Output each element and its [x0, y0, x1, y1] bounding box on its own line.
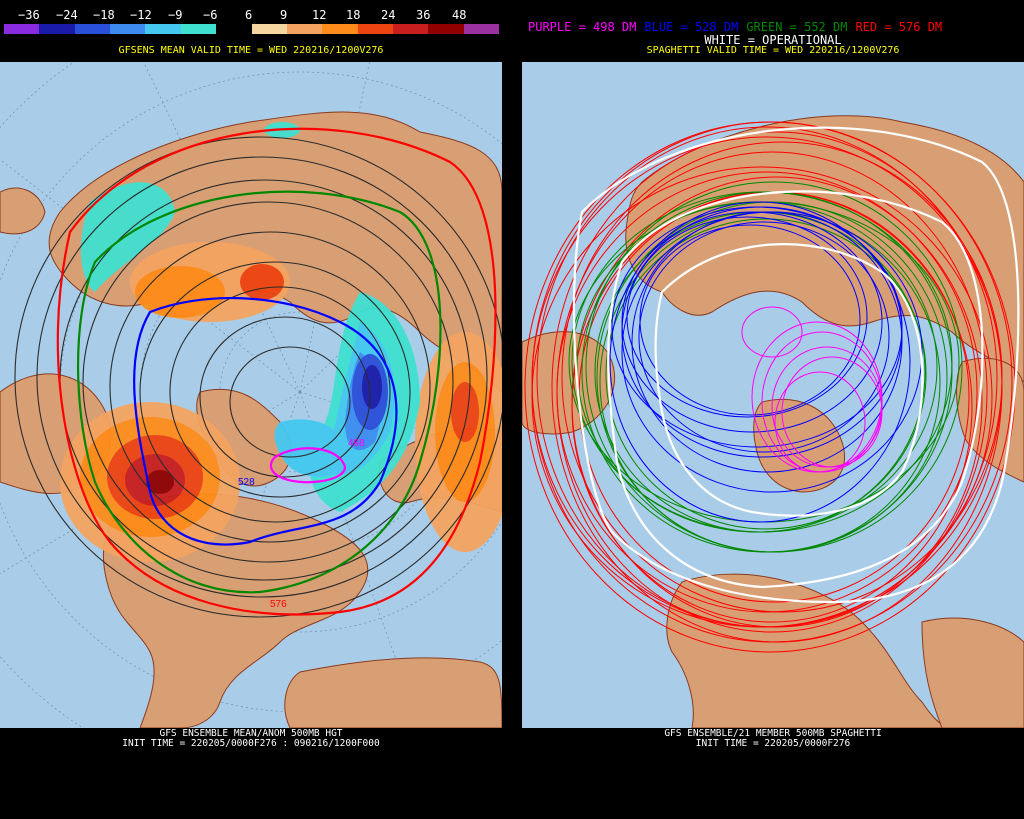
legend-purple: PURPLE = 498 DM	[528, 20, 637, 34]
contour-label-498: 498	[348, 438, 365, 449]
colorbar-segment	[4, 24, 40, 34]
colorbar-segment	[145, 24, 181, 34]
spaghetti-legend: PURPLE = 498 DM BLUE = 528 DM GREEN = 552 …	[528, 20, 1024, 34]
colorbar-label: −36	[18, 8, 40, 22]
colorbar-label: −12	[130, 8, 152, 22]
left-valid-time-title: GFSENS MEAN VALID TIME = WED 220216/1200…	[118, 45, 384, 56]
colorbar-label: −6	[203, 8, 218, 22]
colorbar-segment	[392, 24, 429, 34]
colorbar-segment	[322, 24, 358, 34]
left-footer-line2: INIT TIME = 220205/0000F276 : 090216/120…	[122, 738, 380, 749]
colorbar-segment	[463, 24, 500, 34]
colorbar-segment	[216, 24, 252, 34]
colorbar-label: 36	[416, 8, 431, 22]
spaghetti-map	[522, 62, 1024, 728]
colorbar-label: 6	[245, 8, 253, 22]
right-footer-line2: INIT TIME = 220205/0000F276	[695, 738, 851, 749]
colorbar-label: 24	[381, 8, 396, 22]
anomaly-colorbar	[4, 24, 500, 34]
legend-blue: BLUE = 528 DM	[644, 20, 739, 34]
mean-map-svg: 498 528 576	[0, 62, 502, 728]
colorbar-label: 18	[346, 8, 361, 22]
contour-label-528: 528	[238, 477, 255, 488]
legend-red: RED = 576 DM	[855, 20, 943, 34]
right-valid-time-title: SPAGHETTI VALID TIME = WED 220216/1200V2…	[646, 45, 900, 56]
colorbar-label: −24	[56, 8, 78, 22]
colorbar-segment	[180, 24, 217, 34]
contour-label-576: 576	[270, 599, 287, 610]
colorbar-segment	[357, 24, 393, 34]
colorbar-segment	[251, 24, 287, 34]
colorbar-segment	[110, 24, 146, 34]
colorbar-label: 12	[312, 8, 327, 22]
panel-separator	[502, 0, 522, 819]
colorbar-segment	[39, 24, 75, 34]
colorbar-segment	[74, 24, 111, 34]
spaghetti-panel: PURPLE = 498 DM BLUE = 528 DM GREEN = 552 …	[522, 0, 1024, 819]
ensemble-mean-panel: −36 −24 −18 −12 −9 −6 6 9 12 18 24 36 48…	[0, 0, 502, 819]
colorbar-segment	[286, 24, 323, 34]
colorbar-label: 9	[280, 8, 288, 22]
right-footer-line1: GFS ENSEMBLE/21 MEMBER 500MB SPAGHETTI	[664, 728, 882, 739]
legend-white: WHITE = OPERATIONAL	[704, 33, 842, 47]
legend-green: GREEN = 552 DM	[746, 20, 848, 34]
colorbar-segment	[428, 24, 464, 34]
colorbar-label: −9	[168, 8, 183, 22]
colorbar-label: −18	[93, 8, 115, 22]
spaghetti-map-svg	[522, 62, 1024, 728]
ensemble-mean-map: 498 528 576	[0, 62, 502, 728]
left-footer-line1: GFS ENSEMBLE MEAN/ANOM 500MB HGT	[159, 728, 343, 739]
colorbar-label: 48	[452, 8, 467, 22]
colorbar-labels: −36 −24 −18 −12 −9 −6 6 9 12 18 24 36 48	[0, 8, 502, 22]
